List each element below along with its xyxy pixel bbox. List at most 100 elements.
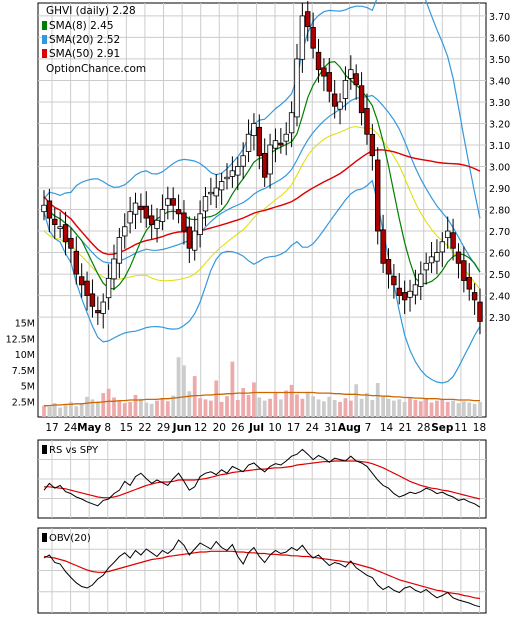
date-tick-label: 24: [306, 422, 320, 434]
volume-bar: [424, 398, 429, 417]
volume-bar: [112, 397, 116, 417]
candle-body: [224, 176, 230, 180]
candle-body: [358, 85, 365, 114]
candle-body: [57, 226, 63, 229]
date-tick-label: 21: [398, 422, 411, 434]
candle-body: [62, 224, 69, 243]
candle-body: [245, 133, 252, 152]
price-tick-label: 2.60: [489, 249, 510, 260]
volume-bar: [435, 400, 439, 417]
date-tick-label: 8: [104, 422, 111, 434]
candle-body: [331, 93, 338, 107]
obv-legend-swatch: [42, 533, 47, 542]
candle-body: [148, 215, 155, 225]
price-tick-label: 3.10: [489, 141, 510, 152]
candle-body: [52, 218, 58, 225]
candle-body: [100, 301, 106, 314]
candle-body: [208, 191, 214, 195]
candle-body: [391, 275, 397, 286]
volume-bar: [327, 396, 332, 417]
candle-body: [428, 256, 435, 264]
candle-body: [165, 198, 171, 206]
candle-body: [310, 27, 316, 49]
bollinger-upper-band: [43, 0, 481, 219]
legend-sma20: SMA(20) 2.52: [49, 34, 120, 46]
chart-title: GHVI (daily) 2.28: [46, 5, 136, 17]
obv-panel: OBV(20): [37, 527, 487, 614]
volume-bar: [381, 396, 385, 417]
candle-body: [46, 200, 53, 219]
candle-body: [315, 51, 322, 71]
volume-bar: [445, 401, 450, 417]
candle-body: [412, 284, 419, 296]
volume-tick-label: 5M: [21, 382, 35, 393]
legend-swatch-sma20: [42, 35, 47, 44]
candle-body: [278, 142, 284, 146]
candle-body: [407, 290, 413, 298]
price-tick-label: 3.50: [489, 55, 510, 66]
candle-body: [143, 205, 149, 219]
candle-body: [337, 101, 343, 110]
date-tick-label: 31: [324, 422, 337, 434]
volume-bar: [160, 398, 165, 417]
date-tick-label: 24: [64, 422, 78, 434]
volume-bar: [74, 406, 79, 417]
volume-bar: [52, 403, 57, 417]
volume-bar: [63, 405, 68, 417]
volume-tick-label: 12.5M: [6, 334, 35, 345]
candle-body: [192, 230, 198, 251]
price-tick-label: 2.40: [489, 292, 510, 303]
volume-bar: [418, 401, 423, 417]
candle-body: [434, 252, 440, 262]
volume-bar: [348, 400, 353, 417]
candle-body: [127, 211, 133, 224]
volume-bar: [332, 400, 337, 417]
volume-bar: [370, 400, 375, 417]
volume-bar: [289, 384, 294, 417]
date-tick-label: 17: [45, 422, 58, 434]
candle-body: [73, 250, 79, 275]
candle-body: [401, 292, 408, 301]
volume-bar: [402, 401, 407, 417]
volume-bar: [305, 391, 310, 417]
volume-bar: [386, 398, 391, 417]
obv-grid: [38, 528, 486, 613]
volume-bar: [241, 388, 246, 417]
price-tick-label: 2.30: [489, 313, 510, 324]
candle-body: [122, 226, 128, 237]
price-tick-label: 2.90: [489, 184, 510, 195]
candle-body: [342, 80, 349, 99]
volume-bar: [375, 383, 380, 417]
date-tick-label: Sep: [431, 422, 454, 434]
candle-body: [369, 133, 376, 157]
volume-bar: [182, 365, 186, 417]
candle-body: [170, 198, 176, 206]
panel-average-line: [43, 550, 481, 600]
price-tick-label: 3.40: [489, 76, 510, 87]
price-tick-label: 2.70: [489, 227, 510, 238]
volume-bar: [391, 400, 396, 417]
volume-bar: [203, 399, 208, 417]
volume-bar: [225, 396, 229, 417]
date-tick-label: 17: [287, 422, 300, 434]
obv-legend: OBV(20): [49, 533, 91, 544]
candle-body: [186, 226, 193, 249]
candle-body: [197, 213, 203, 235]
panel-value-line: [43, 539, 481, 608]
volume-bar: [208, 400, 213, 417]
candle-body: [321, 67, 327, 77]
candle-body: [418, 273, 424, 287]
price-tick-label: 3.60: [489, 33, 510, 44]
candle-body: [256, 126, 263, 157]
volume-bar: [58, 407, 63, 417]
candle-body: [181, 212, 187, 232]
volume-bar: [69, 401, 73, 417]
volume-bar: [85, 396, 89, 417]
date-tick-label: Aug: [338, 422, 361, 434]
volume-bar: [359, 398, 364, 417]
obv-lines: [43, 539, 481, 608]
candle-body: [175, 209, 182, 215]
volume-bar: [408, 397, 412, 417]
date-tick-label: 12: [194, 422, 207, 434]
volume-bar: [429, 402, 434, 417]
